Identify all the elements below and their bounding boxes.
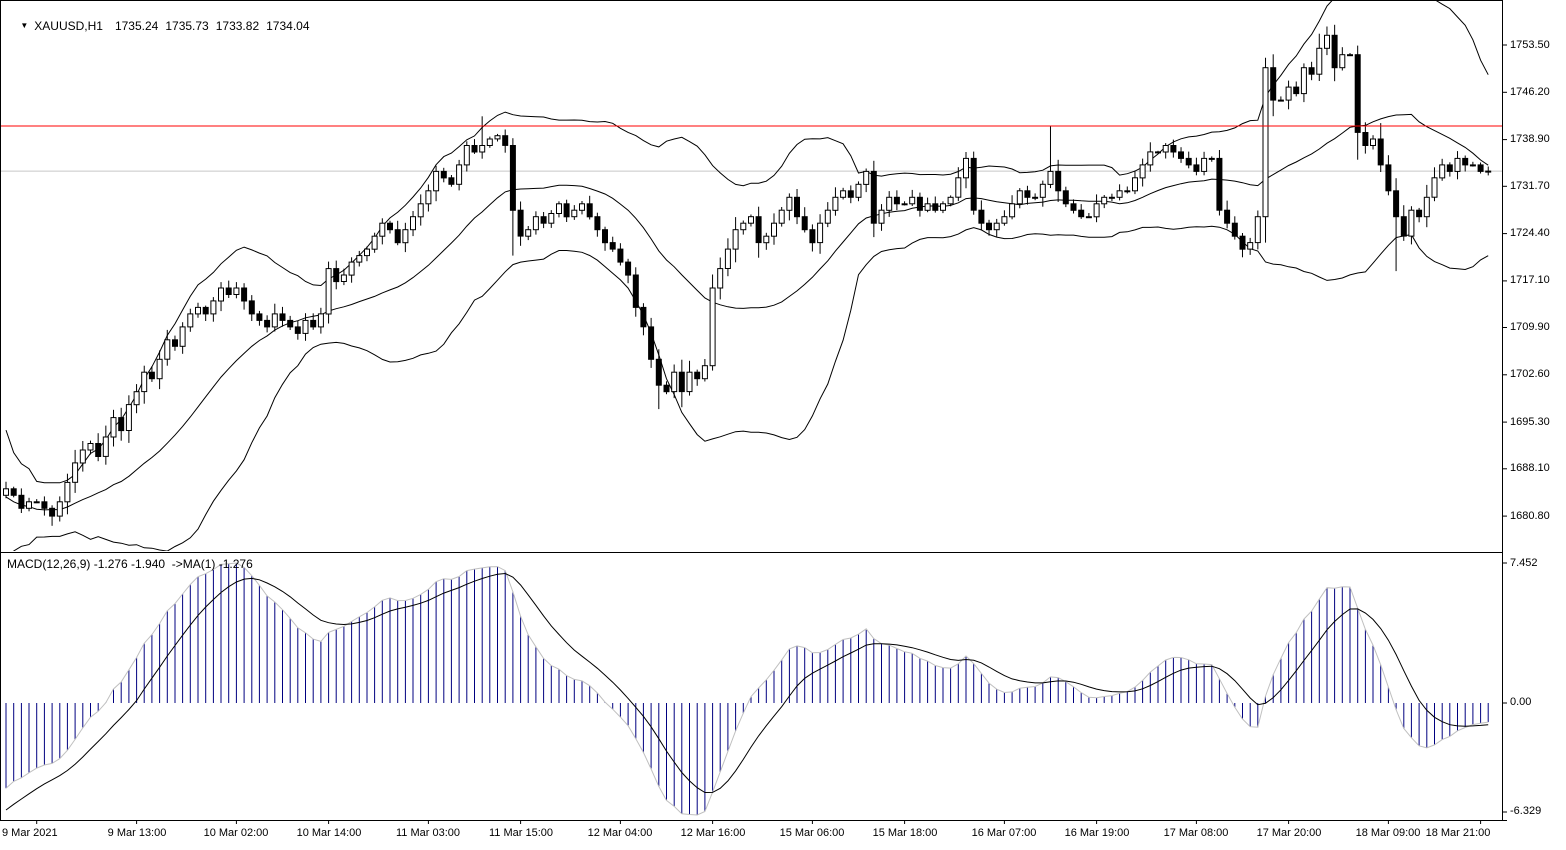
candles — [3, 24, 1492, 526]
time-tick-label: 12 Mar 16:00 — [680, 827, 746, 839]
time-tick-label: 11 Mar 03:00 — [395, 827, 461, 839]
price-axis[interactable]: 1741.00 1734.04 7.452 0.00 -6.329 1753.5… — [1502, 0, 1566, 850]
main-price-panel[interactable] — [0, 0, 1502, 564]
macd-signal-line — [5, 572, 1489, 811]
symbol-timeframe-label: XAUUSD,H1 — [34, 19, 103, 33]
time-tick-label: 10 Mar 02:00 — [203, 827, 269, 839]
bollinger-middle-band — [5, 113, 1489, 511]
price-tick-label: 1753.50 — [1510, 39, 1550, 51]
quote-open: 1735.24 — [114, 19, 159, 33]
time-tick-label: 18 Mar 09:00 — [1355, 827, 1421, 839]
price-tick-label: 1738.90 — [1510, 133, 1550, 145]
time-tick-label: 9 Mar 13:00 — [107, 827, 167, 839]
time-tick-label: 15 Mar 06:00 — [779, 827, 845, 839]
bollinger-lower-band — [13, 225, 1489, 551]
price-tick-label: 1724.40 — [1510, 227, 1550, 239]
time-tick-label: 9 Mar 2021 — [2, 827, 58, 839]
symbol-title: ▼ XAUUSD,H1 1735.24 1735.73 1733.82 1734.04 — [7, 5, 317, 47]
time-tick-label: 17 Mar 20:00 — [1256, 827, 1322, 839]
time-tick-label: 16 Mar 07:00 — [971, 827, 1037, 839]
price-tick-label: 1717.10 — [1510, 274, 1550, 286]
time-tick-label: 12 Mar 04:00 — [587, 827, 653, 839]
price-tick-label: 1709.90 — [1510, 321, 1550, 333]
quote-high: 1735.73 — [165, 19, 209, 33]
price-tick-label: 1731.70 — [1510, 180, 1550, 192]
price-tick-label: 1680.80 — [1510, 510, 1550, 522]
time-tick-label: 16 Mar 19:00 — [1064, 827, 1130, 839]
time-tick-label: 10 Mar 14:00 — [296, 827, 362, 839]
time-axis[interactable]: 9 Mar 2021 9 Mar 13:00 10 Mar 02:00 10 Mar … — [0, 820, 1502, 850]
time-tick-label: 18 Mar 21:00 — [1425, 827, 1491, 839]
macd-panel[interactable] — [5, 562, 1489, 816]
macd-axis-min-label: -6.329 — [1510, 805, 1542, 817]
time-tick-label: 15 Mar 18:00 — [872, 827, 938, 839]
quote-low: 1733.82 — [215, 19, 260, 33]
macd-axis-zero-label: 0.00 — [1510, 696, 1532, 708]
macd-ma1-line — [5, 562, 1489, 816]
macd-axis-max-label: 7.452 — [1510, 557, 1538, 569]
time-tick-label: 17 Mar 08:00 — [1163, 827, 1229, 839]
price-tick-label: 1695.30 — [1510, 416, 1550, 428]
time-tick-label: 11 Mar 15:00 — [488, 827, 554, 839]
bollinger-upper-band — [5, 0, 1489, 484]
macd-indicator-label: MACD(12,26,9) -1.276 -1.940 ->MA(1) -1.2… — [7, 557, 253, 571]
panel-borders — [0, 0, 1507, 824]
price-tick-label: 1702.60 — [1510, 368, 1550, 380]
price-tick-label: 1688.10 — [1510, 462, 1550, 474]
macd-histogram — [5, 563, 1489, 815]
symbol-dropdown-icon[interactable]: ▼ — [20, 21, 29, 30]
price-tick-label: 1746.20 — [1510, 86, 1550, 98]
quote-close: 1734.04 — [266, 19, 310, 33]
